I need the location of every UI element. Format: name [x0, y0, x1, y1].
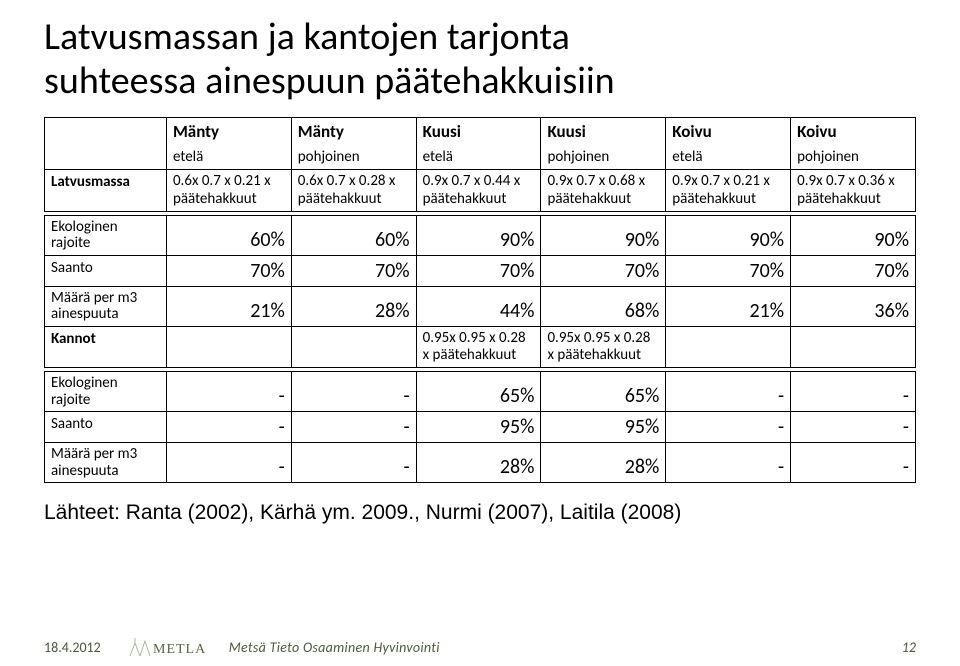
cell: 70%: [791, 255, 916, 286]
cell: -: [791, 443, 916, 483]
row-maara: Määrä per m3 ainespuuta 21% 28% 44% 68% …: [45, 286, 916, 326]
cell: 70%: [166, 255, 291, 286]
cell: 90%: [416, 215, 541, 255]
footer: 18.4.2012 METLA Metsä Tieto Osaaminen Hy…: [0, 636, 960, 658]
cell: 0.9x 0.7 x 0.36 x päätehakkuut: [791, 170, 916, 212]
cell: 95%: [541, 412, 666, 443]
cell: 90%: [541, 215, 666, 255]
cell: 95%: [416, 412, 541, 443]
row-label: Saanto: [45, 255, 167, 286]
cell: -: [666, 412, 791, 443]
col-header: Koivu: [791, 118, 916, 146]
cell: 68%: [541, 286, 666, 326]
cell: 60%: [291, 215, 416, 255]
cell: 0.9x 0.7 x 0.68 x päätehakkuut: [541, 170, 666, 212]
row-ekologinen-2: Ekologinen rajoite - - 65% 65% - -: [45, 372, 916, 412]
row-label: Ekologinen rajoite: [45, 372, 167, 412]
cell: -: [291, 372, 416, 412]
cell: 0.6x 0.7 x 0.21 x päätehakkuut: [166, 170, 291, 212]
data-table: Mänty Mänty Kuusi Kuusi Koivu Koivu etel…: [44, 117, 916, 483]
cell: -: [166, 372, 291, 412]
row-label: Latvusmassa: [45, 170, 167, 212]
col-subheader: pohjoinen: [291, 145, 416, 170]
cell: 70%: [416, 255, 541, 286]
source-citation: Lähteet: Ranta (2002), Kärhä ym. 2009., …: [44, 501, 916, 525]
col-subheader: etelä: [166, 145, 291, 170]
row-label: Määrä per m3 ainespuuta: [45, 443, 167, 483]
row-label: Määrä per m3 ainespuuta: [45, 286, 167, 326]
header-row-species: Mänty Mänty Kuusi Kuusi Koivu Koivu: [45, 118, 916, 146]
cell: 70%: [541, 255, 666, 286]
col-subheader: pohjoinen: [541, 145, 666, 170]
cell: 28%: [541, 443, 666, 483]
cell: -: [166, 412, 291, 443]
col-header: Mänty: [291, 118, 416, 146]
cell: 0.6x 0.7 x 0.28 x päätehakkuut: [291, 170, 416, 212]
cell: 65%: [416, 372, 541, 412]
row-kannot: Kannot 0.95x 0.95 x 0.28 x päätehakkuut …: [45, 326, 916, 368]
cell: 90%: [791, 215, 916, 255]
footer-page-number: 12: [902, 639, 916, 656]
cell: 70%: [291, 255, 416, 286]
svg-text:METLA: METLA: [153, 642, 206, 657]
cell: 0.95x 0.95 x 0.28 x päätehakkuut: [416, 326, 541, 368]
col-header: Kuusi: [416, 118, 541, 146]
cell: 44%: [416, 286, 541, 326]
col-header: Koivu: [666, 118, 791, 146]
row-saanto-2: Saanto - - 95% 95% - -: [45, 412, 916, 443]
row-label: Saanto: [45, 412, 167, 443]
title-line-2: suhteessa ainespuun päätehakkuisiin: [44, 58, 615, 104]
row-label: Kannot: [45, 326, 167, 368]
cell: -: [291, 443, 416, 483]
cell: -: [791, 412, 916, 443]
metla-logo: METLA: [129, 636, 215, 658]
cell: [291, 326, 416, 368]
cell: 0.9x 0.7 x 0.21 x päätehakkuut: [666, 170, 791, 212]
footer-date: 18.4.2012: [44, 639, 101, 656]
col-header: Mänty: [166, 118, 291, 146]
col-subheader: etelä: [416, 145, 541, 170]
cell: -: [166, 443, 291, 483]
cell: -: [666, 443, 791, 483]
row-saanto: Saanto 70% 70% 70% 70% 70% 70%: [45, 255, 916, 286]
header-blank: [45, 145, 167, 170]
slide: Latvusmassan ja kantojen tarjonta suhtee…: [0, 0, 960, 666]
cell: 0.95x 0.95 x 0.28 x päätehakkuut: [541, 326, 666, 368]
cell: 60%: [166, 215, 291, 255]
cell: 70%: [666, 255, 791, 286]
cell: [166, 326, 291, 368]
cell: [791, 326, 916, 368]
cell: -: [291, 412, 416, 443]
cell: 36%: [791, 286, 916, 326]
header-blank: [45, 118, 167, 146]
header-row-region: etelä pohjoinen etelä pohjoinen etelä po…: [45, 145, 916, 170]
cell: 21%: [166, 286, 291, 326]
row-maara-2: Määrä per m3 ainespuuta - - 28% 28% - -: [45, 443, 916, 483]
cell: 21%: [666, 286, 791, 326]
cell: 65%: [541, 372, 666, 412]
cell: 28%: [416, 443, 541, 483]
cell: 90%: [666, 215, 791, 255]
row-ekologinen: Ekologinen rajoite 60% 60% 90% 90% 90% 9…: [45, 215, 916, 255]
cell: [666, 326, 791, 368]
row-latvusmassa: Latvusmassa 0.6x 0.7 x 0.21 x päätehakku…: [45, 170, 916, 212]
cell: -: [666, 372, 791, 412]
cell: -: [791, 372, 916, 412]
col-subheader: pohjoinen: [791, 145, 916, 170]
col-header: Kuusi: [541, 118, 666, 146]
col-subheader: etelä: [666, 145, 791, 170]
title-line-1: Latvusmassan ja kantojen tarjonta: [44, 14, 570, 60]
cell: 28%: [291, 286, 416, 326]
row-label: Ekologinen rajoite: [45, 215, 167, 255]
footer-motto: Metsä Tieto Osaaminen Hyvinvointi: [229, 639, 440, 656]
slide-title: Latvusmassan ja kantojen tarjonta suhtee…: [44, 16, 916, 103]
cell: 0.9x 0.7 x 0.44 x päätehakkuut: [416, 170, 541, 212]
